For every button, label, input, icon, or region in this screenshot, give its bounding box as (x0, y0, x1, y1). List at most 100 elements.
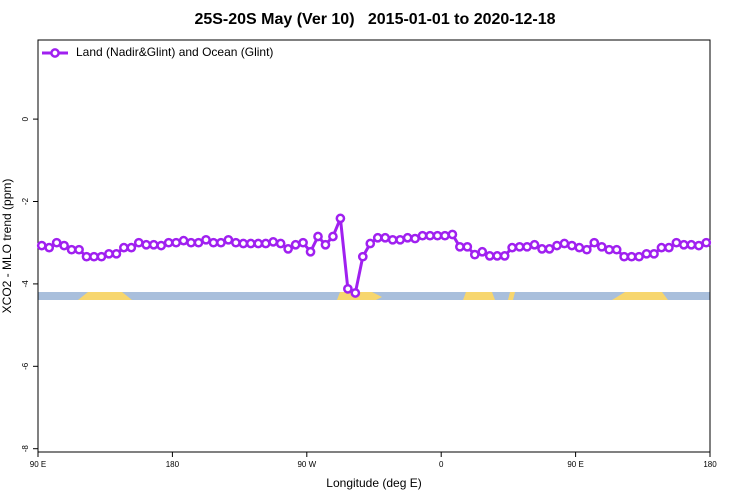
data-point (81, 251, 92, 262)
x-tick-label: 180 (166, 460, 180, 469)
data-point (171, 237, 181, 248)
data-point (208, 237, 219, 248)
chart-title: 25S-20S May (Ver 10) 2015-01-01 to 2020-… (194, 11, 555, 28)
data-point (365, 238, 376, 249)
data-point (74, 244, 84, 255)
legend-marker (50, 48, 60, 58)
data-point (245, 238, 256, 249)
data-point (96, 251, 107, 262)
data-point (36, 240, 47, 251)
data-point (193, 237, 204, 248)
data-point (581, 244, 592, 255)
data-point (335, 213, 346, 224)
data-point (141, 239, 152, 250)
data-point (432, 230, 443, 241)
data-point (231, 237, 241, 248)
data-point (589, 237, 600, 248)
data-point (611, 244, 622, 255)
y-tick-label: -2 (21, 197, 30, 205)
data-point (455, 241, 465, 252)
data-point (559, 238, 570, 249)
data-point (537, 244, 547, 254)
land-ocean-strip (38, 292, 710, 300)
data-point (679, 239, 689, 250)
data-point (507, 242, 517, 253)
data-point (544, 244, 555, 254)
data-point (417, 230, 428, 241)
x-tick-label: 90 W (297, 460, 316, 469)
data-point (320, 239, 331, 250)
data-point (410, 233, 420, 244)
data-point (216, 237, 226, 248)
data-point (425, 230, 435, 241)
data-point (649, 248, 659, 259)
data-point (238, 238, 249, 249)
y-tick-label: -8 (21, 445, 30, 453)
data-point (634, 251, 644, 262)
data-point (275, 238, 286, 249)
x-tick-label: 0 (439, 460, 444, 469)
y-tick-label: -6 (21, 362, 30, 370)
data-point (372, 232, 383, 243)
y-axis-label: XCO2 - MLO trend (ppm) (0, 179, 14, 314)
data-point (133, 237, 144, 248)
data-point (604, 244, 615, 255)
data-point (499, 251, 510, 261)
data-point (126, 242, 137, 253)
data-point (51, 237, 62, 248)
data-point (178, 235, 189, 246)
data-point (253, 238, 264, 249)
data-point (529, 239, 540, 250)
data-point (522, 241, 532, 252)
data-point (290, 239, 301, 250)
data-point (641, 248, 652, 259)
data-point (626, 251, 637, 262)
data-point (440, 230, 450, 241)
data-point (268, 237, 279, 247)
y-tick-label: 0 (21, 116, 30, 121)
data-point (656, 242, 667, 253)
data-point (119, 242, 129, 253)
data-point (163, 237, 174, 248)
data-point (492, 251, 503, 261)
data-point (402, 232, 413, 243)
data-point (350, 288, 361, 298)
data-point (574, 242, 585, 253)
data-point (477, 246, 488, 257)
x-tick-label: 90 E (567, 460, 583, 469)
data-point (462, 241, 473, 252)
x-axis-label: Longitude (deg E) (326, 476, 421, 490)
data-point (686, 239, 697, 250)
data-point (260, 238, 271, 249)
data-point (671, 237, 682, 248)
data-point (484, 251, 495, 261)
data-point (305, 246, 316, 257)
data-point (313, 231, 323, 242)
data-point (567, 240, 577, 251)
data-point (619, 251, 629, 262)
data-point (596, 241, 607, 252)
series-line (41, 217, 707, 296)
data-point (44, 242, 55, 253)
data-point (343, 283, 353, 294)
data-point (186, 237, 196, 248)
data-point (328, 231, 338, 242)
data-point (447, 229, 458, 240)
x-tick-label: 90 E (30, 460, 46, 469)
data-point (148, 239, 159, 250)
legend-label: Land (Nadir&Glint) and Ocean (Glint) (76, 45, 273, 59)
data-point (357, 251, 368, 262)
data-point (283, 244, 293, 254)
data-point (469, 249, 480, 260)
data-point (701, 237, 712, 248)
data-point (664, 242, 674, 253)
data-point (298, 237, 308, 248)
data-point (380, 232, 391, 243)
y-tick-label: -4 (21, 280, 30, 288)
data-point (111, 248, 122, 259)
data-point (104, 248, 114, 259)
data-point (89, 251, 99, 262)
data-point (395, 234, 405, 245)
data-point (514, 241, 525, 252)
